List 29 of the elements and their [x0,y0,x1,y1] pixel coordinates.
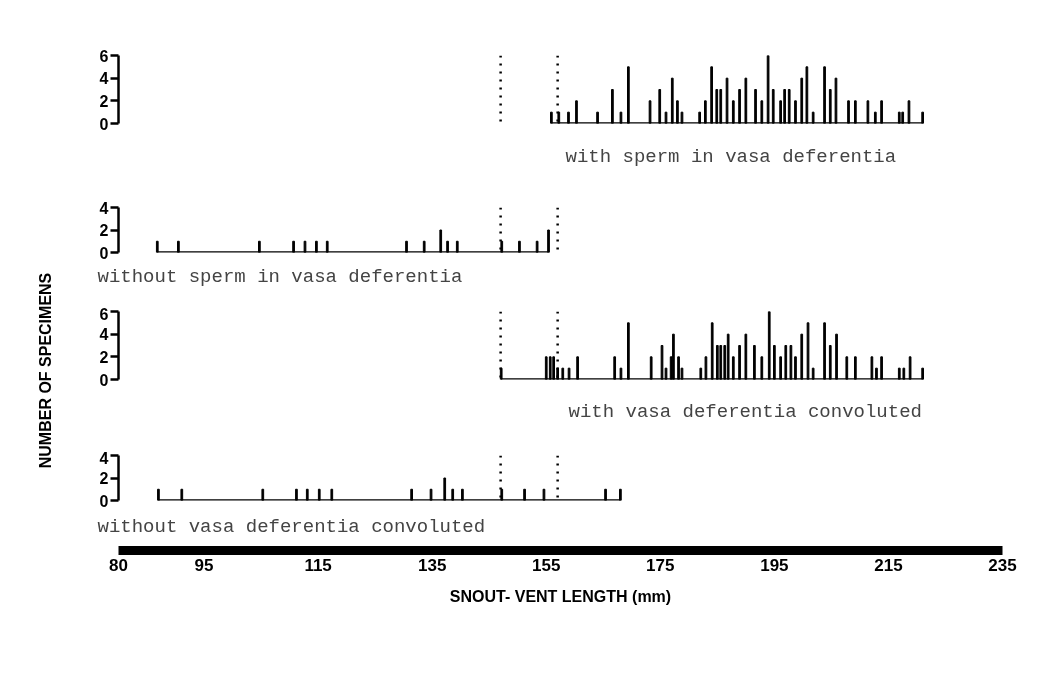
text: with vasa deferentia convoluted [568,400,922,423]
x-tick-label: 195 [760,555,789,575]
y-tick-label: 6 [99,47,109,65]
text: with sperm in vasa deferentia [565,145,897,168]
y-tick-label: 0 [99,244,109,262]
y-tick-label: 2 [99,470,109,487]
x-tick-label: 215 [874,555,903,575]
y-tick-label: 4 [99,449,109,467]
y-tick-label: 0 [99,115,109,133]
y-tick-label: 0 [99,492,109,510]
y-tick-label: 6 [99,305,109,323]
y-tick-label: 4 [99,70,109,88]
x-tick-label: 155 [532,555,561,575]
y-tick-label: 0 [99,371,109,389]
x-tick-label: 175 [646,555,675,575]
x-tick-label: 135 [418,555,447,575]
text: without vasa deferentia convoluted [97,515,486,538]
text: without sperm in vasa deferentia [97,265,463,288]
y-tick-label: 4 [99,199,109,217]
x-tick-label: 235 [988,555,1017,575]
x-tick-label: 95 [194,555,214,575]
y-axis-title: NUMBER OF SPECIMENS [37,272,54,469]
y-tick-label: 2 [99,222,109,239]
x-tick-label: 115 [304,555,332,575]
y-tick-label: 2 [99,348,109,366]
y-tick-label: 4 [99,326,109,344]
y-tick-label: 2 [99,92,109,110]
x-tick-label: 80 [109,555,128,575]
x-axis-title: SNOUT- VENT LENGTH (mm) [449,587,672,605]
